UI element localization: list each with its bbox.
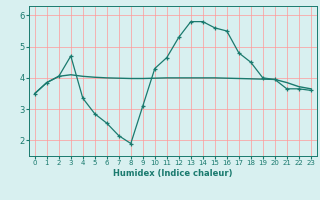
X-axis label: Humidex (Indice chaleur): Humidex (Indice chaleur) [113,169,233,178]
